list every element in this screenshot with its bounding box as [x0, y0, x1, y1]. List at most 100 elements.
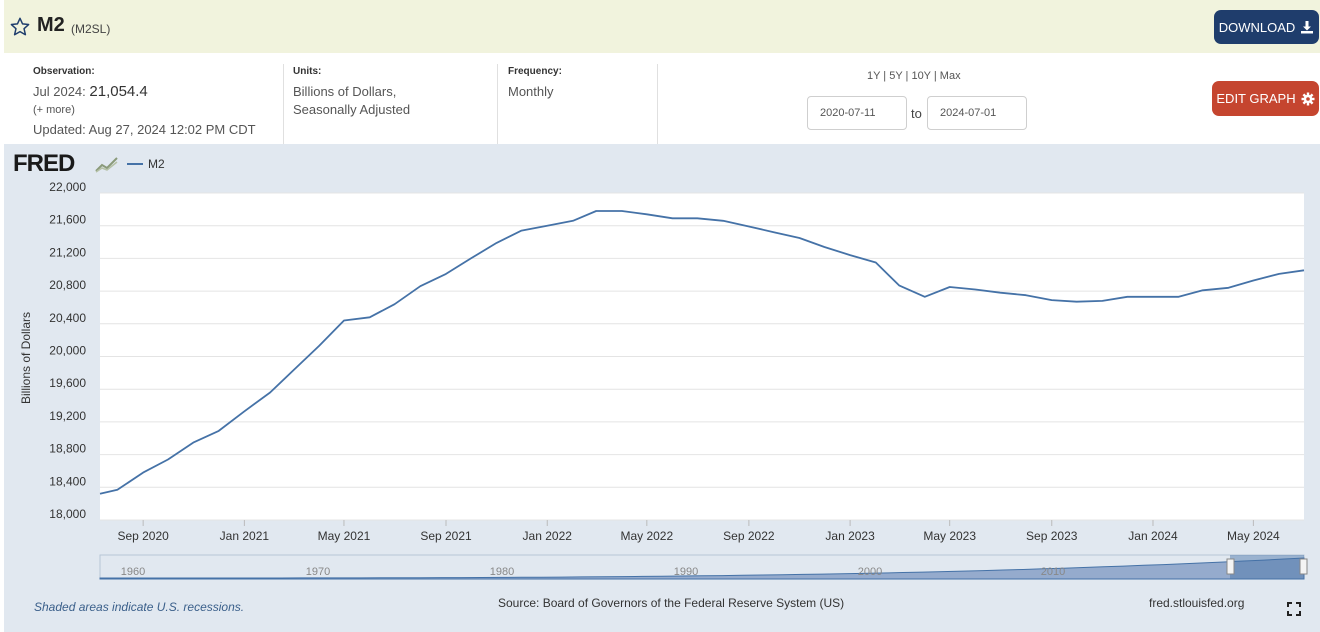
overview-tick-label: 2010: [1041, 566, 1065, 578]
data-point[interactable]: [1247, 275, 1259, 287]
data-point[interactable]: [818, 241, 830, 253]
y-tick-label: 20,000: [49, 344, 86, 358]
download-button[interactable]: DOWNLOAD: [1214, 10, 1319, 44]
overview-left-handle[interactable]: [1226, 558, 1235, 575]
data-point[interactable]: [491, 237, 503, 249]
data-point[interactable]: [1223, 282, 1235, 294]
legend-series-label: M2: [148, 157, 165, 171]
observation-line: Jul 2024: 21,054.4: [33, 83, 256, 101]
y-tick-label: 21,600: [49, 213, 86, 227]
data-point[interactable]: [1173, 291, 1185, 303]
download-label: DOWNLOAD: [1218, 19, 1296, 35]
observation-period: Jul 2024:: [33, 84, 86, 99]
end-date-input[interactable]: 2024-07-01: [927, 96, 1027, 130]
data-point[interactable]: [111, 484, 123, 496]
more-observations-link[interactable]: (+ more): [33, 104, 75, 116]
range-selector[interactable]: 1Y | 5Y | 10Y | Max: [867, 70, 961, 82]
data-point[interactable]: [870, 257, 882, 269]
frequency-label: Frequency:: [508, 66, 562, 77]
data-point[interactable]: [691, 212, 703, 224]
fullscreen-icon[interactable]: [1287, 602, 1301, 616]
x-tick-label: Sep 2020: [117, 529, 169, 543]
data-point[interactable]: [264, 387, 276, 399]
data-point[interactable]: [1197, 284, 1209, 296]
overview-right-handle[interactable]: [1299, 558, 1308, 575]
overview-selection[interactable]: [1230, 555, 1304, 579]
data-point[interactable]: [844, 249, 856, 261]
data-point[interactable]: [414, 280, 426, 292]
x-tick-label: May 2024: [1227, 529, 1280, 543]
data-point[interactable]: [287, 364, 299, 376]
data-point[interactable]: [768, 226, 780, 238]
data-point[interactable]: [188, 436, 200, 448]
edit-graph-button[interactable]: EDIT GRAPH: [1212, 81, 1319, 116]
data-point[interactable]: [1273, 268, 1285, 280]
data-point[interactable]: [94, 488, 106, 500]
data-point[interactable]: [516, 225, 528, 237]
data-point[interactable]: [893, 279, 905, 291]
x-tick-label: Jan 2022: [523, 529, 573, 543]
overview-tick-label: 1960: [121, 566, 145, 578]
data-point[interactable]: [1121, 291, 1133, 303]
overview-tick-label: 1990: [674, 566, 698, 578]
data-point[interactable]: [465, 252, 477, 264]
series-id: (M2SL): [71, 22, 111, 36]
y-tick-label: 20,400: [49, 311, 86, 325]
divider: [283, 64, 284, 144]
star-icon[interactable]: [9, 16, 31, 38]
data-point[interactable]: [162, 454, 174, 466]
data-point[interactable]: [1020, 289, 1032, 301]
y-tick-label: 20,800: [49, 278, 86, 292]
data-point[interactable]: [389, 298, 401, 310]
overview-tick-label: 1970: [306, 566, 330, 578]
data-point[interactable]: [541, 220, 553, 232]
x-tick-label: Jan 2024: [1128, 529, 1178, 543]
series-line-m2: [99, 210, 1305, 495]
data-point[interactable]: [440, 268, 452, 280]
data-point[interactable]: [944, 281, 956, 293]
x-tick-label: May 2022: [620, 529, 673, 543]
y-tick-label: 21,200: [49, 245, 86, 259]
divider: [497, 64, 498, 144]
y-tick-label: 18,800: [49, 442, 86, 456]
frequency-block: Frequency: Monthly: [508, 63, 562, 101]
fred-logo-graph-icon: [95, 157, 118, 173]
units-line2: Seasonally Adjusted: [293, 102, 411, 117]
overview-navigator[interactable]: 1960 1970 1980 1990 2000 2010: [99, 554, 1308, 580]
data-point[interactable]: [616, 205, 628, 217]
units-label: Units:: [293, 66, 322, 77]
data-point[interactable]: [641, 208, 653, 220]
start-date-input[interactable]: 2020-07-11: [807, 96, 907, 130]
source-note: Source: Board of Governors of the Federa…: [498, 596, 845, 610]
data-point[interactable]: [1071, 296, 1083, 308]
data-point[interactable]: [667, 212, 679, 224]
site-link[interactable]: fred.stlouisfed.org: [1149, 596, 1245, 610]
data-point[interactable]: [364, 311, 376, 323]
x-tick-label: Jan 2021: [220, 529, 270, 543]
data-point[interactable]: [969, 284, 981, 296]
gear-icon: [1301, 92, 1315, 105]
data-point[interactable]: [338, 315, 350, 327]
data-point[interactable]: [717, 215, 729, 227]
data-point[interactable]: [743, 221, 755, 233]
observation-value: 21,054.4: [89, 83, 148, 100]
x-tick-label: Sep 2022: [723, 529, 775, 543]
data-point[interactable]: [994, 287, 1006, 299]
data-point[interactable]: [919, 291, 931, 303]
data-point[interactable]: [1046, 294, 1058, 306]
y-tick-label: 19,200: [49, 409, 86, 423]
data-point[interactable]: [794, 232, 806, 244]
overview-tick-label: 1980: [490, 566, 514, 578]
data-point[interactable]: [313, 340, 325, 352]
data-point[interactable]: [1147, 291, 1159, 303]
data-point[interactable]: [137, 467, 149, 479]
frequency-value: Monthly: [508, 84, 554, 99]
data-point[interactable]: [1298, 264, 1310, 276]
data-point[interactable]: [213, 425, 225, 437]
data-point[interactable]: [567, 215, 579, 227]
data-point[interactable]: [1096, 295, 1108, 307]
recession-note: Shaded areas indicate U.S. recessions.: [34, 600, 245, 614]
data-point[interactable]: [590, 205, 602, 217]
data-point[interactable]: [238, 405, 250, 417]
